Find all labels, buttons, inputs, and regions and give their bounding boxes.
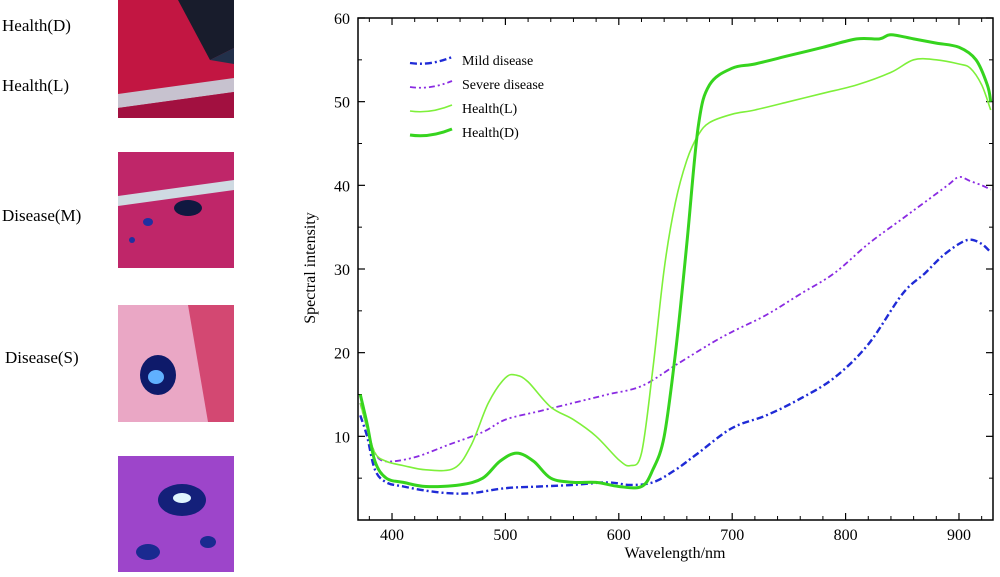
- legend-swatch-2: [409, 80, 453, 89]
- legend-swatch-3: [409, 104, 453, 113]
- legend-swatch-4: [409, 127, 453, 138]
- series-line-1: [359, 238, 992, 495]
- legend-label-1: Mild disease: [462, 54, 533, 69]
- series-line-3: [359, 57, 992, 472]
- legend-label-3: Health(L): [462, 102, 518, 117]
- series-line-2: [359, 176, 992, 463]
- y-tick-label: 40: [334, 178, 350, 195]
- series-line-4: [358, 33, 993, 490]
- y-tick-label: 50: [334, 95, 350, 112]
- x-tick-label: 600: [607, 527, 631, 544]
- leaf-image-disease-m: [118, 152, 234, 268]
- legend-swatch-1: [409, 55, 453, 65]
- y-tick-label: 60: [334, 11, 350, 28]
- x-tick-label: 800: [834, 527, 858, 544]
- label-disease-m: Disease(M): [2, 206, 82, 225]
- label-health-d: Health(D): [2, 16, 71, 35]
- y-tick-label: 10: [334, 429, 350, 446]
- y-tick-label: 30: [334, 262, 350, 279]
- legend-label-4: Health(D): [462, 126, 519, 141]
- y-tick-label: 20: [334, 346, 350, 363]
- x-tick-label: 700: [720, 527, 744, 544]
- x-tick-label: 500: [493, 527, 517, 544]
- leaf-image-disease-extra: [118, 456, 234, 572]
- series-lines: [358, 33, 993, 495]
- axis-ticks: [358, 17, 993, 520]
- label-disease-s: Disease(S): [5, 348, 79, 367]
- tick-labels: 400 500 600 700 800 900 10 20 30 40 50 60: [334, 11, 971, 544]
- y-axis-label: Spectral intensity: [302, 212, 319, 324]
- plot-border: [357, 17, 994, 521]
- label-health-l: Health(L): [2, 76, 70, 95]
- leaf-image-disease-s: [118, 305, 234, 422]
- leaf-image-health: [118, 0, 234, 118]
- x-tick-label: 400: [380, 527, 404, 544]
- x-axis-label: Wavelength/nm: [625, 545, 726, 562]
- legend: Mild disease Severe disease Health(L) Healt…: [409, 54, 544, 141]
- plot-frame: [357, 17, 994, 521]
- legend-label-2: Severe disease: [462, 78, 544, 93]
- x-tick-label: 900: [947, 527, 971, 544]
